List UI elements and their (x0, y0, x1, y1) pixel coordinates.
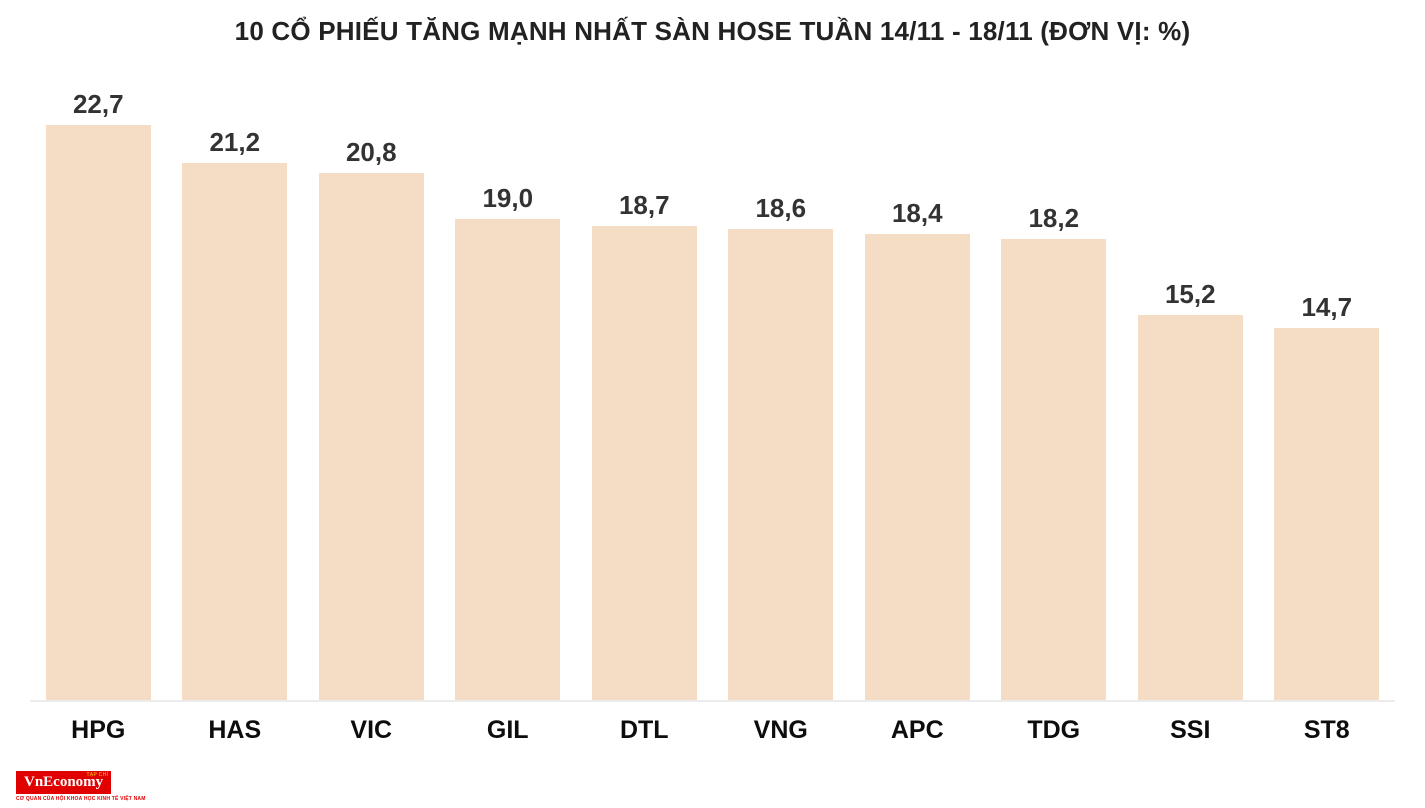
bar-column-VNG: 18,6 (713, 70, 850, 700)
bar-SSI (1137, 315, 1243, 700)
bar-column-DTL: 18,7 (576, 70, 713, 700)
chart-area: 22,7 21,2 20,8 19,0 18,7 18,6 18,4 18,2 15,2 14,7… (30, 70, 1395, 745)
vneconomy-logo-text: VnEconomy (24, 774, 104, 790)
bar-column-TDG: 18,2 (986, 70, 1123, 700)
bar-VIC (318, 173, 424, 700)
bar-column-VIC: 20,8 (303, 70, 440, 700)
bar-value-label: 18,2 (1028, 203, 1080, 233)
bar-HAS (182, 163, 288, 700)
bar-chart-plot: 22,7 21,2 20,8 19,0 18,7 18,6 18,4 18,2 15,2 14,7 (30, 70, 1395, 702)
bar-TDG (1001, 239, 1107, 700)
x-axis-label-VIC: VIC (350, 716, 393, 744)
bar-DTL (591, 226, 697, 700)
bar-value-label: 19,0 (482, 183, 534, 213)
bar-GIL (455, 219, 561, 700)
x-axis-label-DTL: DTL (619, 716, 669, 744)
x-axis-labels: HPG HAS VIC GIL DTL VNG APC TDG SSI ST8 (30, 716, 1395, 745)
bar-column-GIL: 19,0 (440, 70, 577, 700)
bar-VNG (728, 229, 834, 700)
bar-column-HPG: 22,7 (30, 70, 167, 700)
x-axis-label-HAS: HAS (208, 716, 262, 744)
x-axis-label-SSI: SSI (1170, 716, 1211, 744)
bar-value-label: 20,8 (345, 137, 397, 167)
bar-column-SSI: 15,2 (1122, 70, 1259, 700)
bar-value-label: 18,6 (755, 193, 807, 223)
bar-column-ST8: 14,7 (1259, 70, 1396, 700)
bar-value-label: 22,7 (72, 89, 124, 119)
bar-value-label: 21,2 (209, 127, 261, 157)
bar-APC (864, 234, 970, 700)
bar-value-label: 15,2 (1164, 279, 1216, 309)
bar-value-label: 14,7 (1301, 292, 1353, 322)
bar-column-APC: 18,4 (849, 70, 986, 700)
bar-value-label: 18,7 (618, 190, 670, 220)
vneconomy-logo: TẠP CHÍ VnEconomy CƠ QUAN CỦA HỘI KHOA H… (16, 771, 146, 802)
bar-HPG (45, 125, 151, 700)
x-axis-label-TDG: TDG (1027, 716, 1081, 744)
vneconomy-logo-box: TẠP CHÍ VnEconomy (16, 771, 112, 794)
vneconomy-logo-topline: TẠP CHÍ (86, 772, 109, 778)
x-axis-label-GIL: GIL (486, 716, 529, 744)
x-axis-label-HPG: HPG (71, 716, 126, 744)
bar-column-HAS: 21,2 (167, 70, 304, 700)
bar-value-label: 18,4 (891, 198, 943, 228)
x-axis-label-APC: APC (890, 716, 944, 744)
x-axis-label-VNG: VNG (753, 716, 808, 744)
x-axis-label-ST8: ST8 (1303, 716, 1350, 744)
bar-ST8 (1274, 328, 1380, 700)
chart-title: 10 CỔ PHIẾU TĂNG MẠNH NHẤT SÀN HOSE TUẦN… (234, 16, 1191, 46)
vneconomy-logo-tagline: CƠ QUAN CỦA HỘI KHOA HỌC KINH TẾ VIỆT NA… (16, 796, 146, 802)
